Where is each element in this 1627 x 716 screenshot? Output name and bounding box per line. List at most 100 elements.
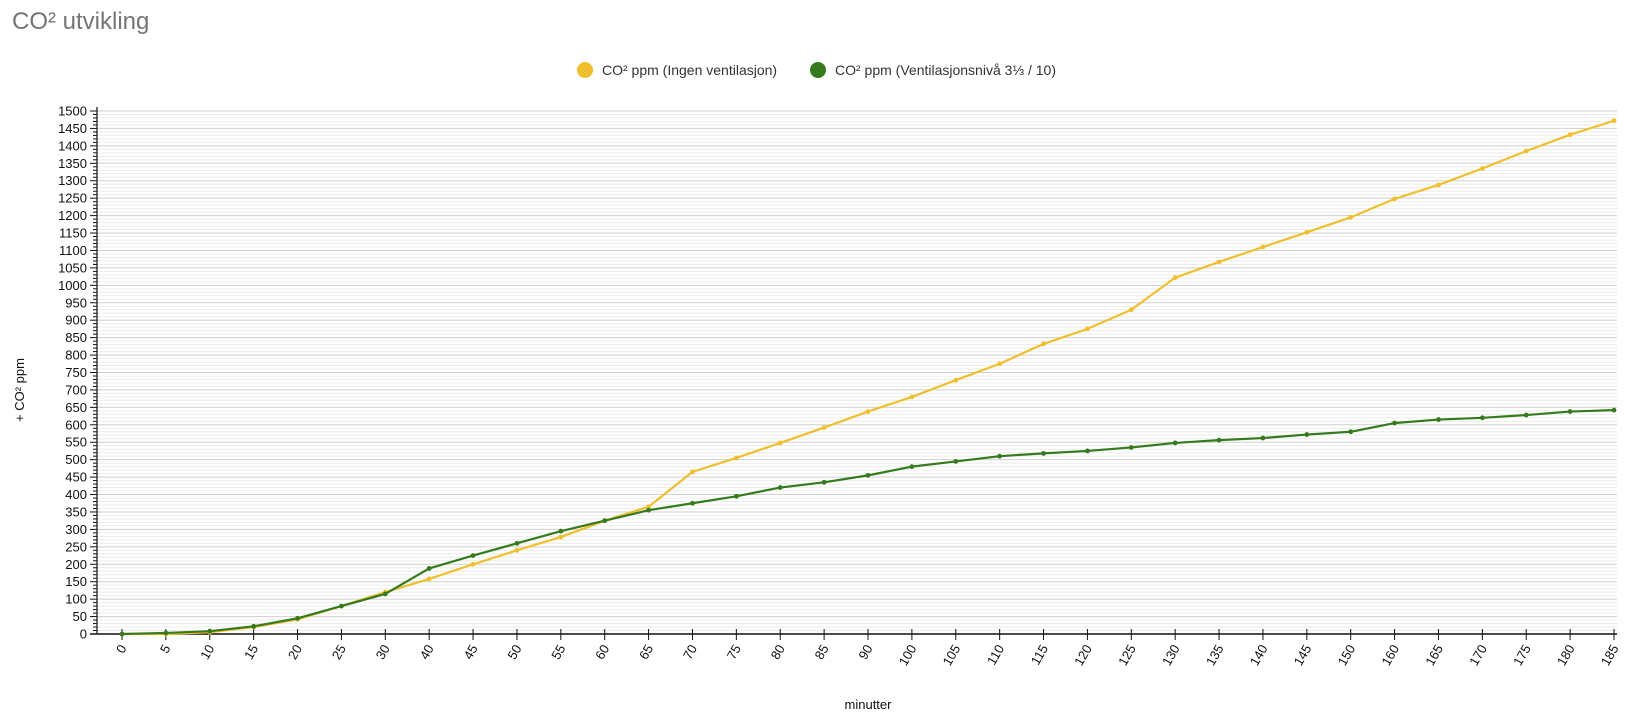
x-tick-label: 180: [1554, 642, 1578, 668]
y-tick-label: 900: [65, 313, 87, 328]
data-point: [777, 440, 783, 446]
x-tick-label: 85: [811, 642, 831, 662]
x-tick-label: 25: [329, 642, 349, 662]
data-point: [426, 566, 432, 571]
x-tick-label: 10: [197, 642, 217, 662]
y-tick-label: 250: [65, 539, 87, 554]
data-point: [821, 479, 827, 485]
y-tick-label: 1350: [58, 156, 87, 171]
data-point: [558, 528, 564, 534]
data-point: [382, 591, 388, 597]
x-tick-label: 55: [548, 642, 568, 662]
x-axis-title: minutter: [845, 697, 893, 712]
y-tick-label: 1100: [59, 243, 87, 258]
y-tick-label: 550: [65, 435, 87, 450]
data-point: [470, 553, 476, 558]
data-point: [821, 425, 827, 430]
x-tick-label: 150: [1334, 642, 1358, 668]
data-point: [1172, 275, 1178, 281]
y-axis-title: + CO² ppm: [12, 358, 27, 422]
data-point: [1479, 415, 1485, 421]
data-point: [1611, 118, 1617, 124]
x-tick-label: 90: [855, 642, 875, 662]
x-tick-label: 170: [1466, 642, 1490, 668]
y-tick-label: 300: [65, 522, 87, 537]
x-tick-label: 110: [984, 642, 1007, 667]
data-point: [1304, 229, 1310, 235]
data-point: [558, 534, 564, 540]
data-point: [1436, 182, 1441, 188]
x-tick-label: 185: [1598, 642, 1622, 668]
data-point: [1479, 166, 1485, 171]
data-point: [997, 453, 1003, 459]
x-tick-label: 60: [592, 642, 612, 662]
data-point: [602, 518, 608, 524]
y-tick-label: 1300: [58, 173, 87, 188]
y-tick-label: 400: [65, 487, 87, 502]
data-point: [514, 540, 520, 546]
data-point: [777, 485, 783, 490]
x-tick-label: 130: [1159, 642, 1183, 668]
data-point: [1567, 132, 1573, 138]
data-point: [339, 603, 344, 609]
data-point: [1041, 450, 1046, 456]
data-point: [909, 394, 915, 400]
page-title: CO² utvikling: [12, 8, 150, 35]
data-point: [119, 631, 125, 637]
data-point: [1041, 341, 1046, 347]
data-point: [514, 547, 520, 553]
x-tick-label: 30: [373, 642, 393, 662]
data-point: [953, 377, 959, 383]
x-tick-label: 50: [504, 642, 524, 662]
x-tick-label: 40: [417, 642, 437, 662]
x-tick-label: 125: [1115, 642, 1139, 668]
x-tick-label: 165: [1422, 642, 1446, 668]
data-point: [1523, 412, 1529, 418]
legend-swatch: [810, 62, 826, 78]
data-point: [733, 455, 739, 461]
y-tick-label: 950: [65, 295, 87, 310]
x-tick-label: 145: [1291, 642, 1315, 668]
x-tick-label: 15: [241, 642, 261, 662]
x-tick-label: 5: [157, 642, 174, 656]
x-tick-label: 100: [896, 642, 920, 668]
y-tick-label: 100: [65, 592, 87, 607]
data-point: [1172, 440, 1178, 446]
y-tick-label: 750: [65, 365, 87, 380]
y-tick-label: 700: [65, 382, 87, 397]
x-tick-label: 75: [724, 642, 744, 662]
axes: 0501001502002503003504004505005506006507…: [58, 104, 1622, 669]
data-point: [1085, 326, 1090, 332]
data-point: [1260, 244, 1266, 250]
data-point: [690, 500, 695, 506]
y-tick-label: 1250: [58, 191, 87, 206]
data-point: [1523, 148, 1529, 154]
data-point: [1260, 435, 1266, 441]
data-point: [470, 561, 476, 567]
y-tick-label: 500: [65, 452, 87, 467]
data-point: [733, 493, 739, 499]
data-point: [1348, 214, 1354, 220]
data-point: [251, 623, 257, 629]
y-tick-label: 1450: [58, 121, 87, 136]
data-point: [1304, 432, 1310, 437]
x-tick-label: 160: [1378, 642, 1402, 668]
y-tick-label: 650: [65, 400, 87, 415]
x-tick-label: 20: [285, 642, 305, 662]
data-point: [1128, 307, 1134, 313]
legend-label: CO² ppm (Ingen ventilasjon): [602, 62, 777, 78]
y-tick-label: 50: [73, 609, 87, 624]
data-point: [1216, 259, 1222, 265]
x-tick-label: 45: [460, 642, 480, 662]
data-point: [997, 361, 1003, 367]
x-tick-label: 105: [940, 642, 964, 668]
data-point: [865, 472, 871, 478]
y-tick-label: 1500: [58, 104, 87, 119]
legend-swatch: [577, 62, 593, 78]
data-point: [646, 507, 651, 513]
x-tick-label: 175: [1510, 642, 1534, 668]
data-point: [1392, 420, 1397, 426]
grid-lines: [97, 110, 1617, 635]
data-point: [1392, 196, 1397, 202]
